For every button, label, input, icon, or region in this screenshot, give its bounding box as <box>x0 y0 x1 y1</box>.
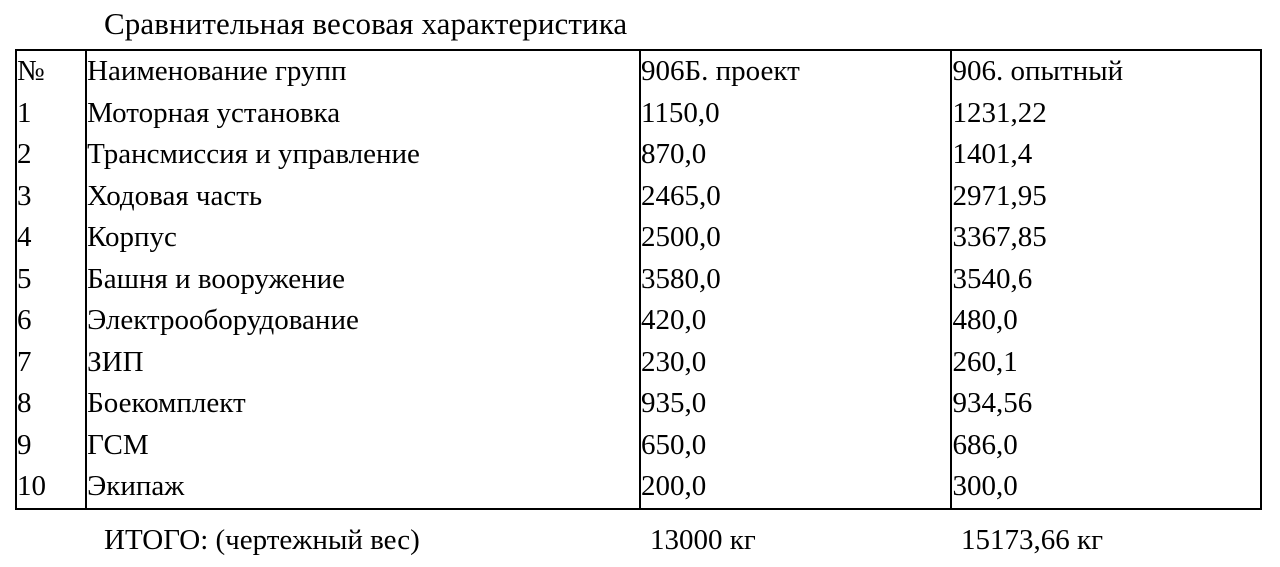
row-number: 7 <box>17 345 32 378</box>
table-row: 2 Трансмиссия и управление 870,0 1401,4 <box>16 134 1261 176</box>
row-number: 8 <box>17 387 32 419</box>
column-header-experimental: 906. опытный <box>952 55 1124 87</box>
page-title: Сравнительная весовая характеристика <box>104 6 628 41</box>
row-project-value: 2500,0 <box>640 221 721 253</box>
row-experimental-value: 3540,6 <box>952 262 1033 295</box>
row-experimental-value: 480,0 <box>952 304 1018 336</box>
table-row: 6 Электрооборудование 420,0 480,0 <box>16 300 1261 342</box>
row-project-value: 200,0 <box>640 470 707 502</box>
row-number: 9 <box>17 428 32 461</box>
row-number: 2 <box>17 138 32 170</box>
row-experimental-value: 2971,95 <box>952 179 1047 212</box>
weight-comparison-table: № Наименование групп 906Б. проект 906. о… <box>15 49 1262 510</box>
totals-row: ИТОГО: (чертежный вес) 13000 кг 15173,66… <box>0 516 1280 564</box>
totals-project-value: 13000 кг <box>650 524 756 556</box>
row-experimental-value: 3367,85 <box>952 221 1047 253</box>
row-group-name: Экипаж <box>87 470 185 502</box>
row-project-value: 870,0 <box>640 138 707 170</box>
row-experimental-value: 934,56 <box>952 387 1033 419</box>
row-group-name: Корпус <box>87 221 177 253</box>
row-group-name: ГСМ <box>87 428 149 461</box>
row-project-value: 935,0 <box>640 387 707 419</box>
table-row: 7 ЗИП 230,0 260,1 <box>16 342 1261 384</box>
table-body: 1 Моторная установка 1150,0 1231,22 2 Трансми… <box>16 93 1261 509</box>
table-header-row: № Наименование групп 906Б. проект 906. о… <box>16 50 1261 93</box>
row-number: 10 <box>17 470 46 502</box>
totals-label: ИТОГО: (чертежный вес) <box>104 524 420 556</box>
table-row: 5 Башня и вооружение 3580,0 3540,6 <box>16 259 1261 301</box>
row-group-name: Ходовая часть <box>87 179 263 212</box>
table-row: 4 Корпус 2500,0 3367,85 <box>16 217 1261 259</box>
column-header-group-name: Наименование групп <box>87 55 347 87</box>
row-project-value: 2465,0 <box>640 179 721 212</box>
column-header-project: 906Б. проект <box>640 55 800 87</box>
column-header-number: № <box>17 55 45 87</box>
row-group-name: ЗИП <box>87 345 144 378</box>
row-number: 1 <box>17 96 32 129</box>
row-project-value: 3580,0 <box>640 262 721 295</box>
table-row: 8 Боекомплект 935,0 934,56 <box>16 383 1261 425</box>
row-group-name: Боекомплект <box>87 387 246 419</box>
row-number: 6 <box>17 304 32 336</box>
row-group-name: Башня и вооружение <box>87 262 346 295</box>
row-group-name: Моторная установка <box>87 96 341 129</box>
row-experimental-value: 686,0 <box>952 428 1018 461</box>
row-project-value: 230,0 <box>640 345 707 378</box>
row-experimental-value: 1401,4 <box>952 138 1033 170</box>
row-project-value: 420,0 <box>640 304 707 336</box>
row-experimental-value: 1231,22 <box>952 96 1047 129</box>
row-number: 5 <box>17 262 32 295</box>
row-experimental-value: 260,1 <box>952 345 1018 378</box>
row-experimental-value: 300,0 <box>952 470 1018 502</box>
row-number: 4 <box>17 221 32 253</box>
row-group-name: Электрооборудование <box>87 304 359 336</box>
table-row: 3 Ходовая часть 2465,0 2971,95 <box>16 176 1261 218</box>
table-row: 9 ГСМ 650,0 686,0 <box>16 425 1261 467</box>
row-number: 3 <box>17 179 32 212</box>
table-row: 1 Моторная установка 1150,0 1231,22 <box>16 93 1261 135</box>
totals-experimental-value: 15173,66 кг <box>961 524 1103 556</box>
row-project-value: 1150,0 <box>640 96 720 129</box>
table-header: № Наименование групп 906Б. проект 906. о… <box>16 50 1261 93</box>
row-group-name: Трансмиссия и управление <box>87 138 420 170</box>
row-project-value: 650,0 <box>640 428 707 461</box>
table-row: 10 Экипаж 200,0 300,0 <box>16 466 1261 509</box>
